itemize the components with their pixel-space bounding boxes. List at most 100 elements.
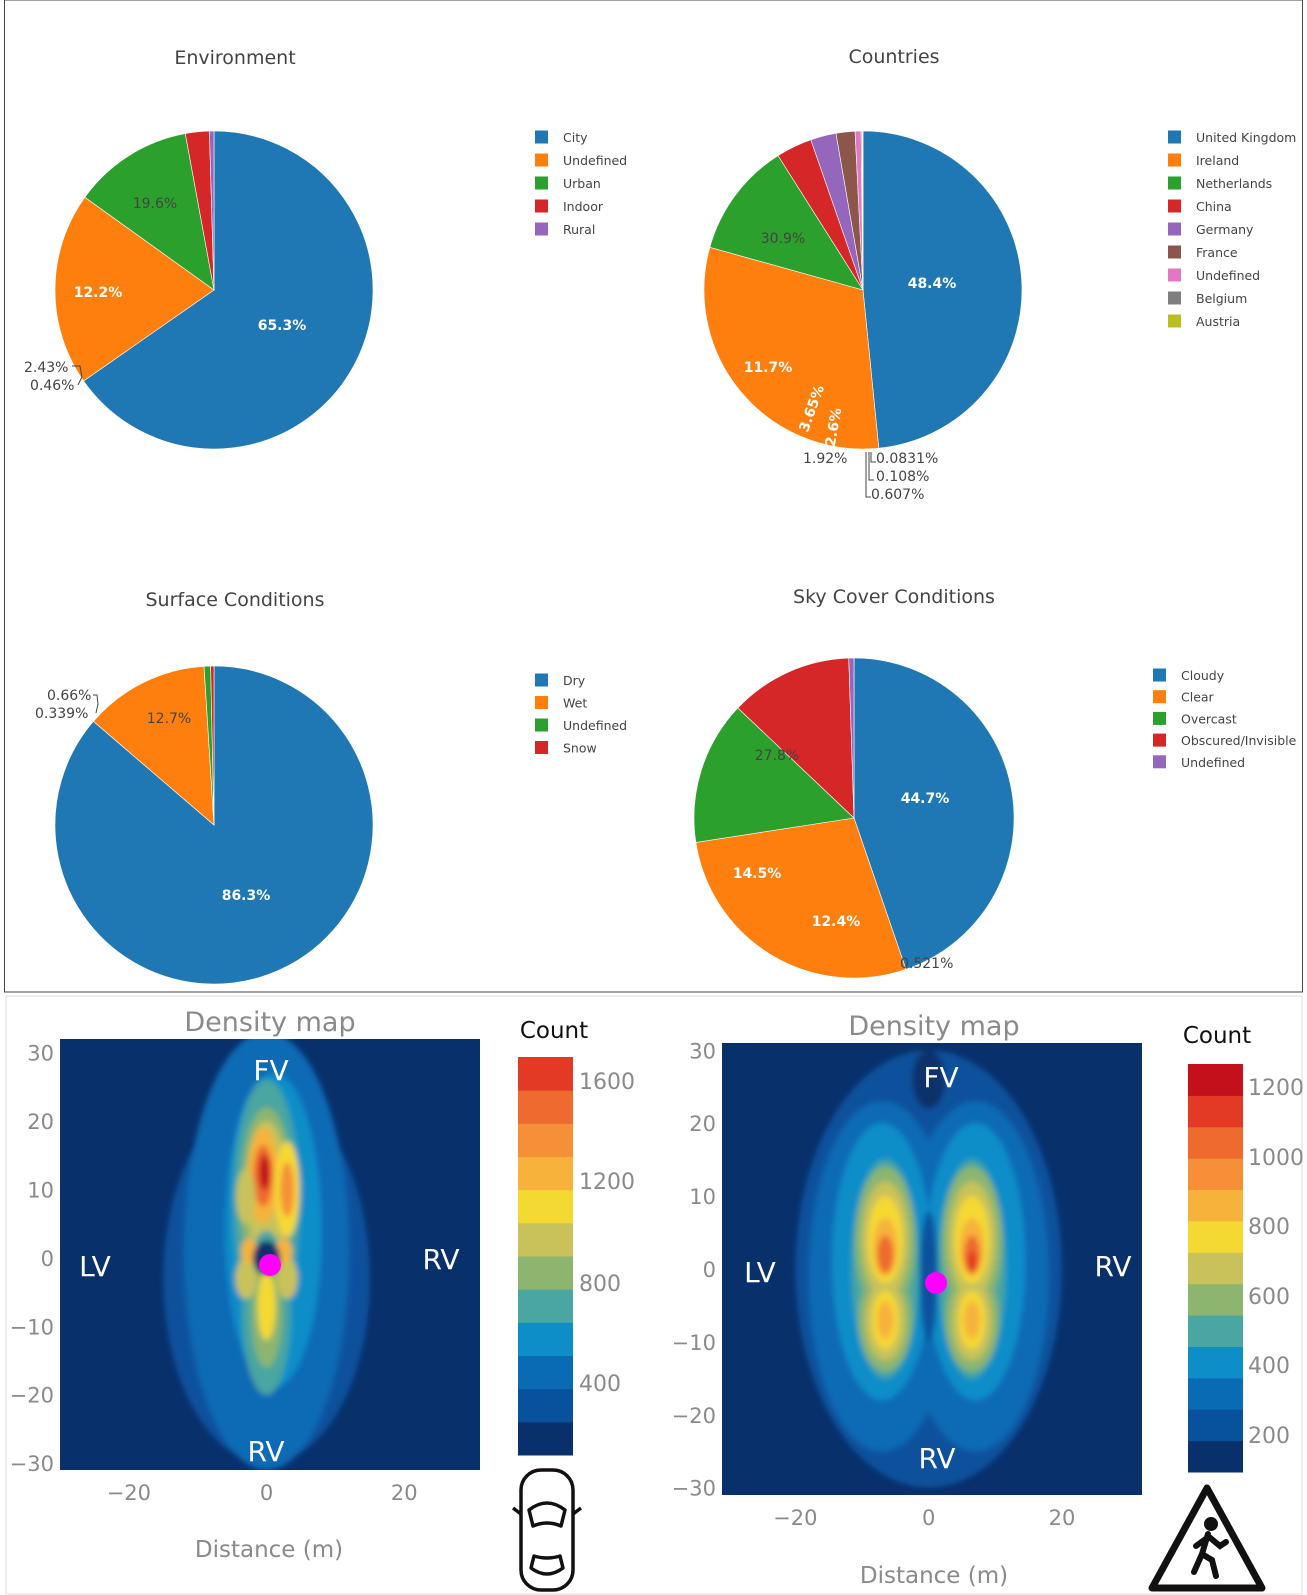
colorbar-band	[518, 1289, 573, 1323]
pie-surface: Surface Conditions 86.3% 12.7% 0.66% 0.3…	[35, 589, 627, 985]
legend-label-city: City	[563, 130, 588, 145]
pie-label-dry: 86.3%	[222, 888, 271, 904]
colorbar-band	[1188, 1126, 1243, 1159]
colorbar-band	[1188, 1095, 1243, 1128]
y-tick-label: −10	[10, 1315, 54, 1339]
pie-label-city: 65.3%	[258, 318, 307, 334]
pie-environment-title: Environment	[174, 47, 295, 69]
pedestrian-crossing-sign-icon	[1148, 1484, 1266, 1592]
x-tick-label: 0	[260, 1481, 273, 1505]
legend-label-obscured-invisible: Obscured/Invisible	[1181, 733, 1297, 748]
pie-slice-rural	[209, 130, 215, 291]
colorbar-band	[518, 1388, 573, 1423]
legend-swatch-obscured-invisible	[1153, 733, 1166, 747]
legend-swatch-city	[535, 130, 548, 144]
colorbar-tick-label: 400	[1248, 1354, 1290, 1379]
region-label-lv: LV	[79, 1250, 111, 1283]
colorbar-band	[518, 1322, 573, 1356]
legend-label-china: China	[1196, 199, 1232, 214]
pie-leader-line	[72, 365, 83, 386]
pie-label-obscured: 12.4%	[812, 914, 861, 930]
pie-slice-undefined	[848, 657, 855, 819]
density-map-right: Density map FV LV RV RV 30 20 10 0 −10 −20 −30…	[672, 1011, 1304, 1592]
colorbar-band	[518, 1189, 573, 1224]
legend-label-urban: Urban	[563, 176, 601, 191]
legend-label-france: France	[1196, 245, 1238, 260]
legend-swatch-urban	[535, 176, 548, 190]
density-right-axes: 30 20 10 0 −10 −20 −30 −20 0 20	[672, 1039, 1076, 1530]
density-contour	[276, 1257, 298, 1299]
legend-swatch-dry	[535, 673, 548, 687]
legend-swatch-clear	[1153, 690, 1166, 704]
pie-slice-ireland	[703, 246, 880, 450]
region-label-rv-right: RV	[422, 1243, 459, 1276]
colorbar-right: 1200 1000 800 600 400 200	[1188, 1064, 1304, 1473]
legend-label-undefined: Undefined	[563, 153, 627, 168]
pie-environment-slices	[54, 130, 374, 450]
colorbar-band	[518, 1222, 573, 1257]
region-label-fv: FV	[923, 1061, 958, 1094]
pie-environment-labels: 65.3% 19.6% 12.2% 2.43% 0.46%	[24, 196, 306, 394]
colorbar-band	[1188, 1409, 1243, 1442]
legend-label-wet: Wet	[563, 696, 587, 711]
legend-label-rural: Rural	[563, 222, 595, 237]
y-tick-label: 0	[41, 1247, 54, 1271]
pie-label-austria: 0.0831%	[876, 451, 938, 467]
density-contour	[235, 1257, 257, 1299]
pie-label-clear: 27.8%	[755, 748, 799, 764]
x-tick-label: −20	[773, 1506, 817, 1530]
region-label-rv-rear: RV	[247, 1435, 284, 1468]
colorbar-band	[1188, 1283, 1243, 1316]
pie-environment-legend: City Undefined Urban Indoor Rural	[535, 130, 627, 237]
legend-swatch-rural	[535, 222, 548, 236]
density-contour	[236, 1168, 256, 1224]
legend-swatch-austria	[1168, 314, 1181, 328]
colorbar-left: 1600 1200 800 400	[518, 1057, 635, 1456]
colorbar-band	[1188, 1377, 1243, 1410]
y-tick-label: −30	[10, 1452, 54, 1476]
colorbar-band	[1188, 1158, 1243, 1191]
pie-slice-undefined	[54, 196, 215, 382]
density-left-xlabel: Distance (m)	[195, 1537, 343, 1563]
pie-label-belgium: 0.108%	[876, 469, 929, 485]
pie-sky-labels: 44.7% 27.8% 14.5% 12.4% 0.521%	[733, 748, 954, 972]
colorbar-left-title: Count	[520, 1018, 588, 1044]
y-tick-label: 0	[703, 1258, 716, 1282]
legend-swatch-snow	[535, 741, 548, 754]
pie-surface-slices	[54, 665, 374, 985]
legend-swatch-indoor	[535, 199, 548, 213]
legend-swatch-undefined	[1153, 755, 1166, 769]
density-contour	[258, 1154, 270, 1191]
legend-swatch-cloudy	[1153, 668, 1166, 682]
pie-label-undefined-sky: 0.521%	[900, 956, 953, 972]
x-tick-label: 0	[922, 1506, 935, 1530]
density-contour	[967, 1250, 977, 1273]
legend-label-indoor: Indoor	[563, 199, 604, 214]
legend-label-netherlands: Netherlands	[1196, 176, 1272, 191]
pie-environment: Environment 65.3% 19.6% 12.2% 2.43% 0.46…	[24, 47, 627, 450]
pie-surface-labels: 86.3% 12.7% 0.66% 0.339%	[35, 688, 270, 904]
pie-surface-title: Surface Conditions	[146, 589, 325, 611]
density-contour	[877, 1235, 894, 1274]
density-contour	[964, 1301, 980, 1339]
density-contour	[877, 1301, 894, 1339]
colorbar-band	[518, 1156, 573, 1191]
colorbar-tick-label: 400	[579, 1372, 621, 1397]
pie-label-cloudy: 44.7%	[901, 791, 950, 807]
density-contour-layer	[795, 1050, 1062, 1488]
colorbar-band	[1188, 1220, 1243, 1253]
legend-swatch-undefined	[535, 153, 548, 167]
colorbar-tick-label: 600	[1248, 1285, 1290, 1310]
x-tick-label: −20	[107, 1481, 151, 1505]
pie-label-rural: 0.46%	[30, 378, 74, 394]
pie-label-ireland: 30.9%	[761, 231, 805, 247]
density-contour	[257, 1271, 276, 1341]
pie-label-germany: 2.6%	[823, 407, 845, 448]
colorbar-band	[518, 1355, 573, 1390]
legend-label-snow: Snow	[563, 741, 597, 756]
colorbar-band	[518, 1123, 573, 1157]
colorbar-band	[518, 1057, 573, 1091]
pie-label-overcast: 14.5%	[733, 866, 782, 882]
legend-swatch-united-kingdom	[1168, 130, 1181, 144]
colorbar-band	[1188, 1346, 1243, 1379]
